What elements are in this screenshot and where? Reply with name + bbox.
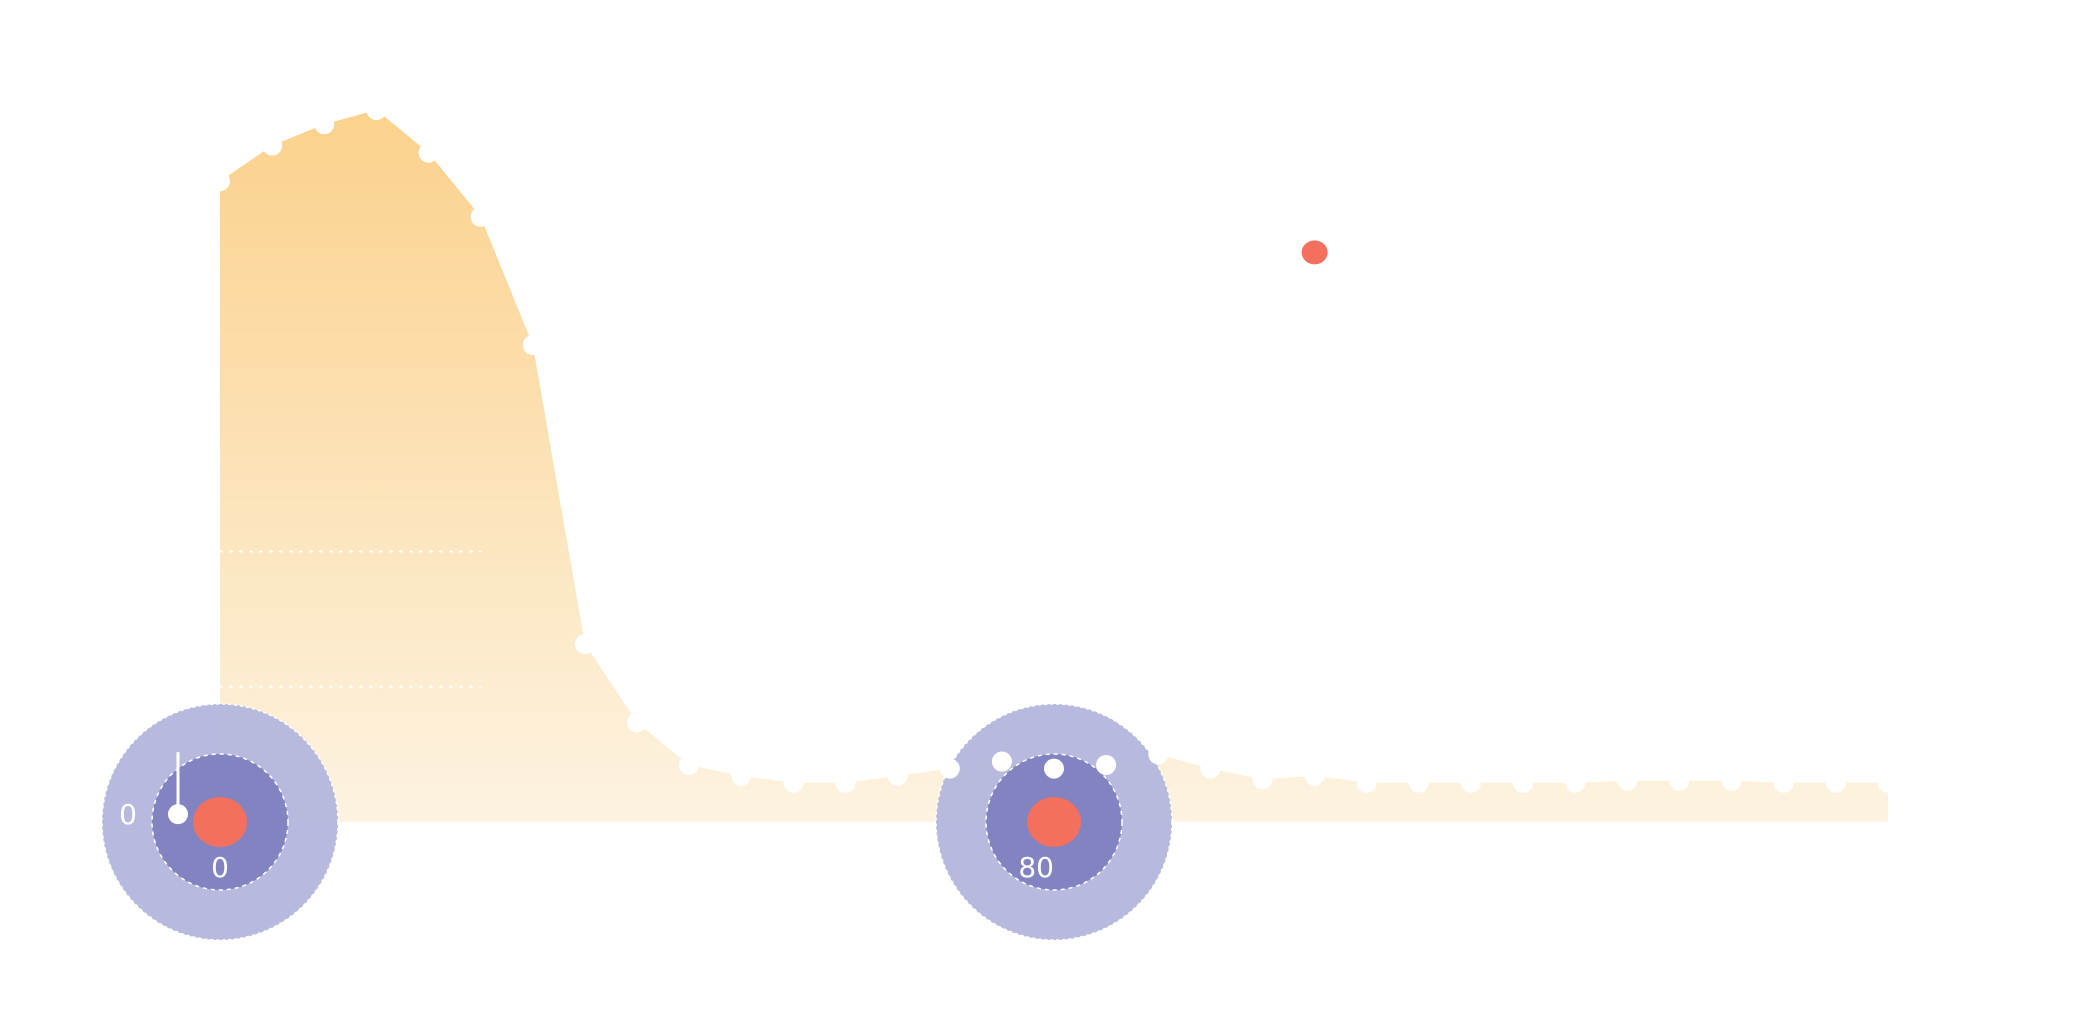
data-point	[1408, 772, 1429, 793]
data-point	[210, 171, 230, 192]
highlight-marker	[168, 804, 188, 825]
data-point	[1878, 772, 1898, 793]
data-point	[1773, 772, 1794, 793]
data-point	[991, 751, 1012, 772]
highlight-value-label: 0	[211, 851, 229, 884]
highlight-center-dot	[1027, 797, 1081, 847]
area-fill	[220, 110, 1888, 822]
series-area	[220, 110, 1888, 822]
outlier-layer	[1301, 240, 1328, 265]
data-point	[470, 206, 491, 227]
data-point	[627, 712, 647, 733]
data-point	[783, 772, 804, 793]
data-point	[1252, 769, 1273, 790]
data-point	[1044, 758, 1064, 779]
data-point	[1617, 770, 1638, 791]
highlight-center-dot	[193, 797, 247, 847]
data-point	[1513, 772, 1534, 793]
data-point	[939, 758, 960, 779]
data-point	[1565, 772, 1586, 793]
outlier-dot	[1301, 240, 1328, 265]
data-point	[366, 100, 387, 120]
data-point	[731, 765, 752, 786]
data-point	[679, 755, 700, 775]
data-point	[1096, 755, 1117, 775]
data-point	[1356, 772, 1377, 793]
highlight-value-label: 80	[1018, 851, 1054, 884]
data-point	[1721, 770, 1742, 791]
highlight-labels: 0 0 80	[119, 752, 1054, 884]
data-point	[1148, 744, 1169, 765]
data-point	[1669, 770, 1690, 791]
reference-lines	[219, 550, 482, 688]
data-point	[887, 765, 908, 786]
data-point	[314, 114, 335, 135]
series-markers	[210, 100, 1898, 793]
data-point	[835, 772, 856, 793]
highlight-side-label: 0	[119, 798, 137, 831]
data-point	[1200, 758, 1221, 779]
data-point	[1461, 772, 1481, 793]
data-point	[574, 634, 595, 654]
data-point	[1304, 765, 1325, 786]
data-point	[418, 142, 439, 163]
data-point	[262, 135, 283, 156]
data-point	[1825, 772, 1846, 793]
data-point	[522, 335, 543, 355]
